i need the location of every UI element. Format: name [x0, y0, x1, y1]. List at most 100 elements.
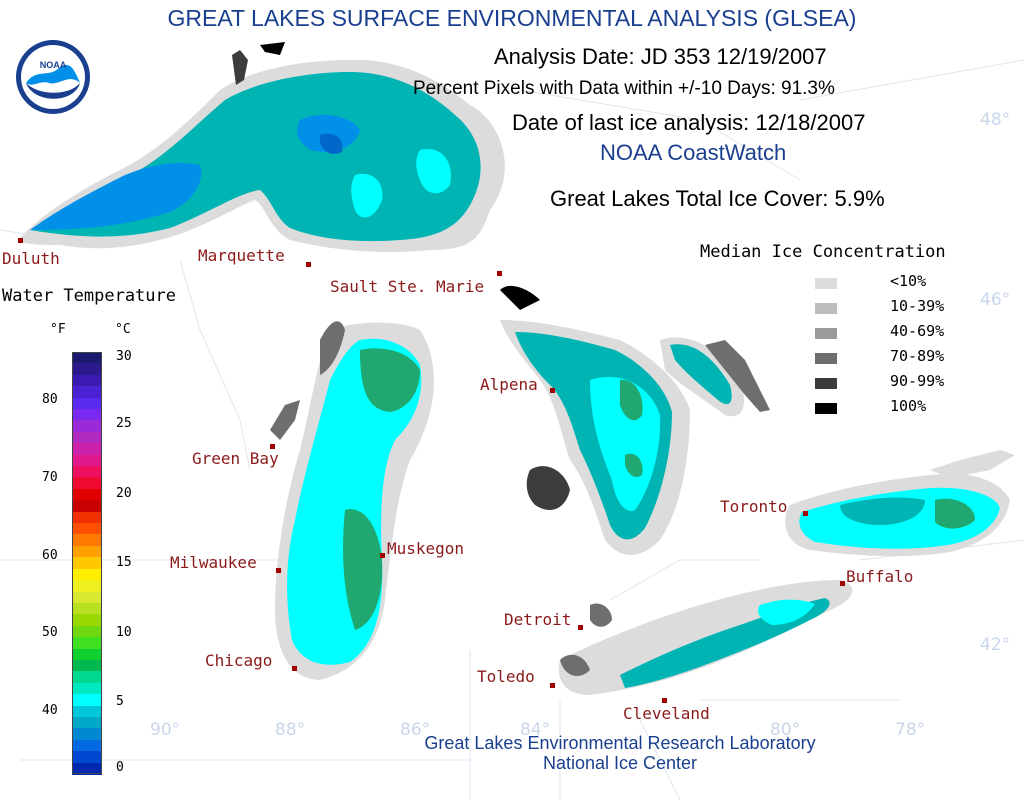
temp-color-cell	[72, 488, 102, 501]
city-label: Toledo	[477, 667, 535, 686]
temp-color-cell	[72, 454, 102, 467]
ice-legend-label: 70-89%	[890, 347, 945, 365]
fahrenheit-tick: 60	[42, 548, 58, 563]
city-marker	[550, 388, 555, 393]
city-label: Milwaukee	[170, 553, 257, 572]
temp-color-cell	[72, 477, 102, 490]
temp-legend-title: Water Temperature	[2, 286, 176, 306]
percent-pixels: Percent Pixels with Data within +/-10 Da…	[413, 78, 835, 99]
temp-color-cell	[72, 671, 102, 684]
city-marker	[497, 271, 502, 276]
city-marker	[270, 444, 275, 449]
city-label: Marquette	[198, 246, 285, 265]
temp-color-cell	[72, 625, 102, 638]
temp-color-cell	[72, 739, 102, 752]
celsius-tick: 10	[116, 625, 132, 640]
city-label: Muskegon	[387, 539, 465, 558]
city-marker	[550, 683, 555, 688]
ice-legend-label: 100%	[890, 397, 927, 415]
celsius-tick: 0	[116, 760, 124, 775]
city-label: Duluth	[2, 249, 60, 268]
city-marker	[840, 581, 845, 586]
noaa-logo-text: NOAA	[40, 60, 67, 70]
ice-swatch	[815, 278, 837, 289]
city-marker	[276, 568, 281, 573]
credit-line-1: Great Lakes Environmental Research Labor…	[424, 733, 816, 753]
temp-color-cell	[72, 614, 102, 627]
temp-color-cell	[72, 409, 102, 422]
city-label: Toronto	[720, 497, 788, 516]
coastwatch-label: NOAA CoastWatch	[600, 140, 787, 165]
temp-color-cell	[72, 545, 102, 558]
city-marker	[578, 625, 583, 630]
city-label: Green Bay	[192, 449, 279, 468]
city-label: Alpena	[480, 375, 538, 394]
credit-line-2: National Ice Center	[542, 753, 698, 773]
lat-label: 48°	[980, 110, 1010, 130]
lake-michigan	[270, 321, 434, 680]
lake-st-clair	[590, 603, 612, 627]
lon-label: 88°	[275, 720, 305, 740]
ice-swatch	[815, 353, 837, 364]
temp-color-cell	[72, 443, 102, 456]
fahrenheit-tick: 70	[42, 470, 58, 485]
lat-label: 42°	[980, 635, 1010, 655]
temp-color-cell	[72, 580, 102, 593]
lake-erie	[558, 580, 853, 695]
temp-color-cell	[72, 694, 102, 707]
city-label: Detroit	[504, 610, 572, 629]
fahrenheit-tick: 80	[42, 392, 58, 407]
celsius-tick: 15	[116, 555, 132, 570]
lake-ontario	[785, 450, 1015, 557]
celsius-tick: 30	[116, 349, 132, 364]
lon-label: 80°	[770, 720, 800, 740]
ice-swatch	[815, 378, 837, 389]
fahrenheit-tick: 50	[42, 625, 58, 640]
temp-color-cell	[72, 534, 102, 547]
temp-color-cell	[72, 751, 102, 764]
celsius-tick: 5	[116, 694, 124, 709]
temp-color-cell	[72, 420, 102, 433]
lat-label: 46°	[980, 290, 1010, 310]
city-label: Chicago	[205, 651, 273, 670]
temp-color-cell	[72, 352, 102, 364]
temp-color-cell	[72, 591, 102, 604]
total-ice-cover: Great Lakes Total Ice Cover: 5.9%	[550, 186, 885, 211]
lon-label: 86°	[400, 720, 430, 740]
temp-color-cell	[72, 602, 102, 615]
unit-celsius: °C	[115, 322, 131, 337]
graticule: 48° 46° 42° 90° 88° 86° 84° 80° 78°	[150, 110, 1010, 740]
temp-color-cell	[72, 637, 102, 650]
lon-label: 90°	[150, 720, 180, 740]
ice-legend-label: <10%	[890, 272, 927, 290]
lake-superior	[18, 42, 505, 252]
city-marker	[380, 553, 385, 558]
noaa-logo-icon: NOAA	[16, 40, 90, 114]
temp-color-cell	[72, 762, 102, 775]
lon-label: 78°	[895, 720, 925, 740]
ice-legend-label: 90-99%	[890, 372, 945, 390]
temp-color-cell	[72, 568, 102, 581]
city-marker	[662, 698, 667, 703]
city-marker	[18, 238, 23, 243]
lake-huron	[500, 285, 770, 555]
temp-color-cell	[72, 511, 102, 524]
city-label: Cleveland	[623, 704, 710, 723]
analysis-date: Analysis Date: JD 353 12/19/2007	[494, 44, 827, 69]
ice-swatch	[815, 403, 837, 414]
temp-color-cell	[72, 500, 102, 513]
temp-color-cell	[72, 648, 102, 661]
temp-color-cell	[72, 397, 102, 410]
last-ice-analysis: Date of last ice analysis: 12/18/2007	[512, 110, 866, 135]
city-label: Sault Ste. Marie	[330, 277, 485, 296]
unit-fahrenheit: °F	[50, 322, 66, 337]
temp-color-cell	[72, 431, 102, 444]
temp-color-cell	[72, 728, 102, 741]
temp-color-cell	[72, 386, 102, 399]
temp-color-cell	[72, 557, 102, 570]
lon-label: 84°	[520, 720, 550, 740]
celsius-tick: 20	[116, 486, 132, 501]
city-marker	[306, 262, 311, 267]
temp-color-cell	[72, 374, 102, 387]
ice-swatch	[815, 303, 837, 314]
